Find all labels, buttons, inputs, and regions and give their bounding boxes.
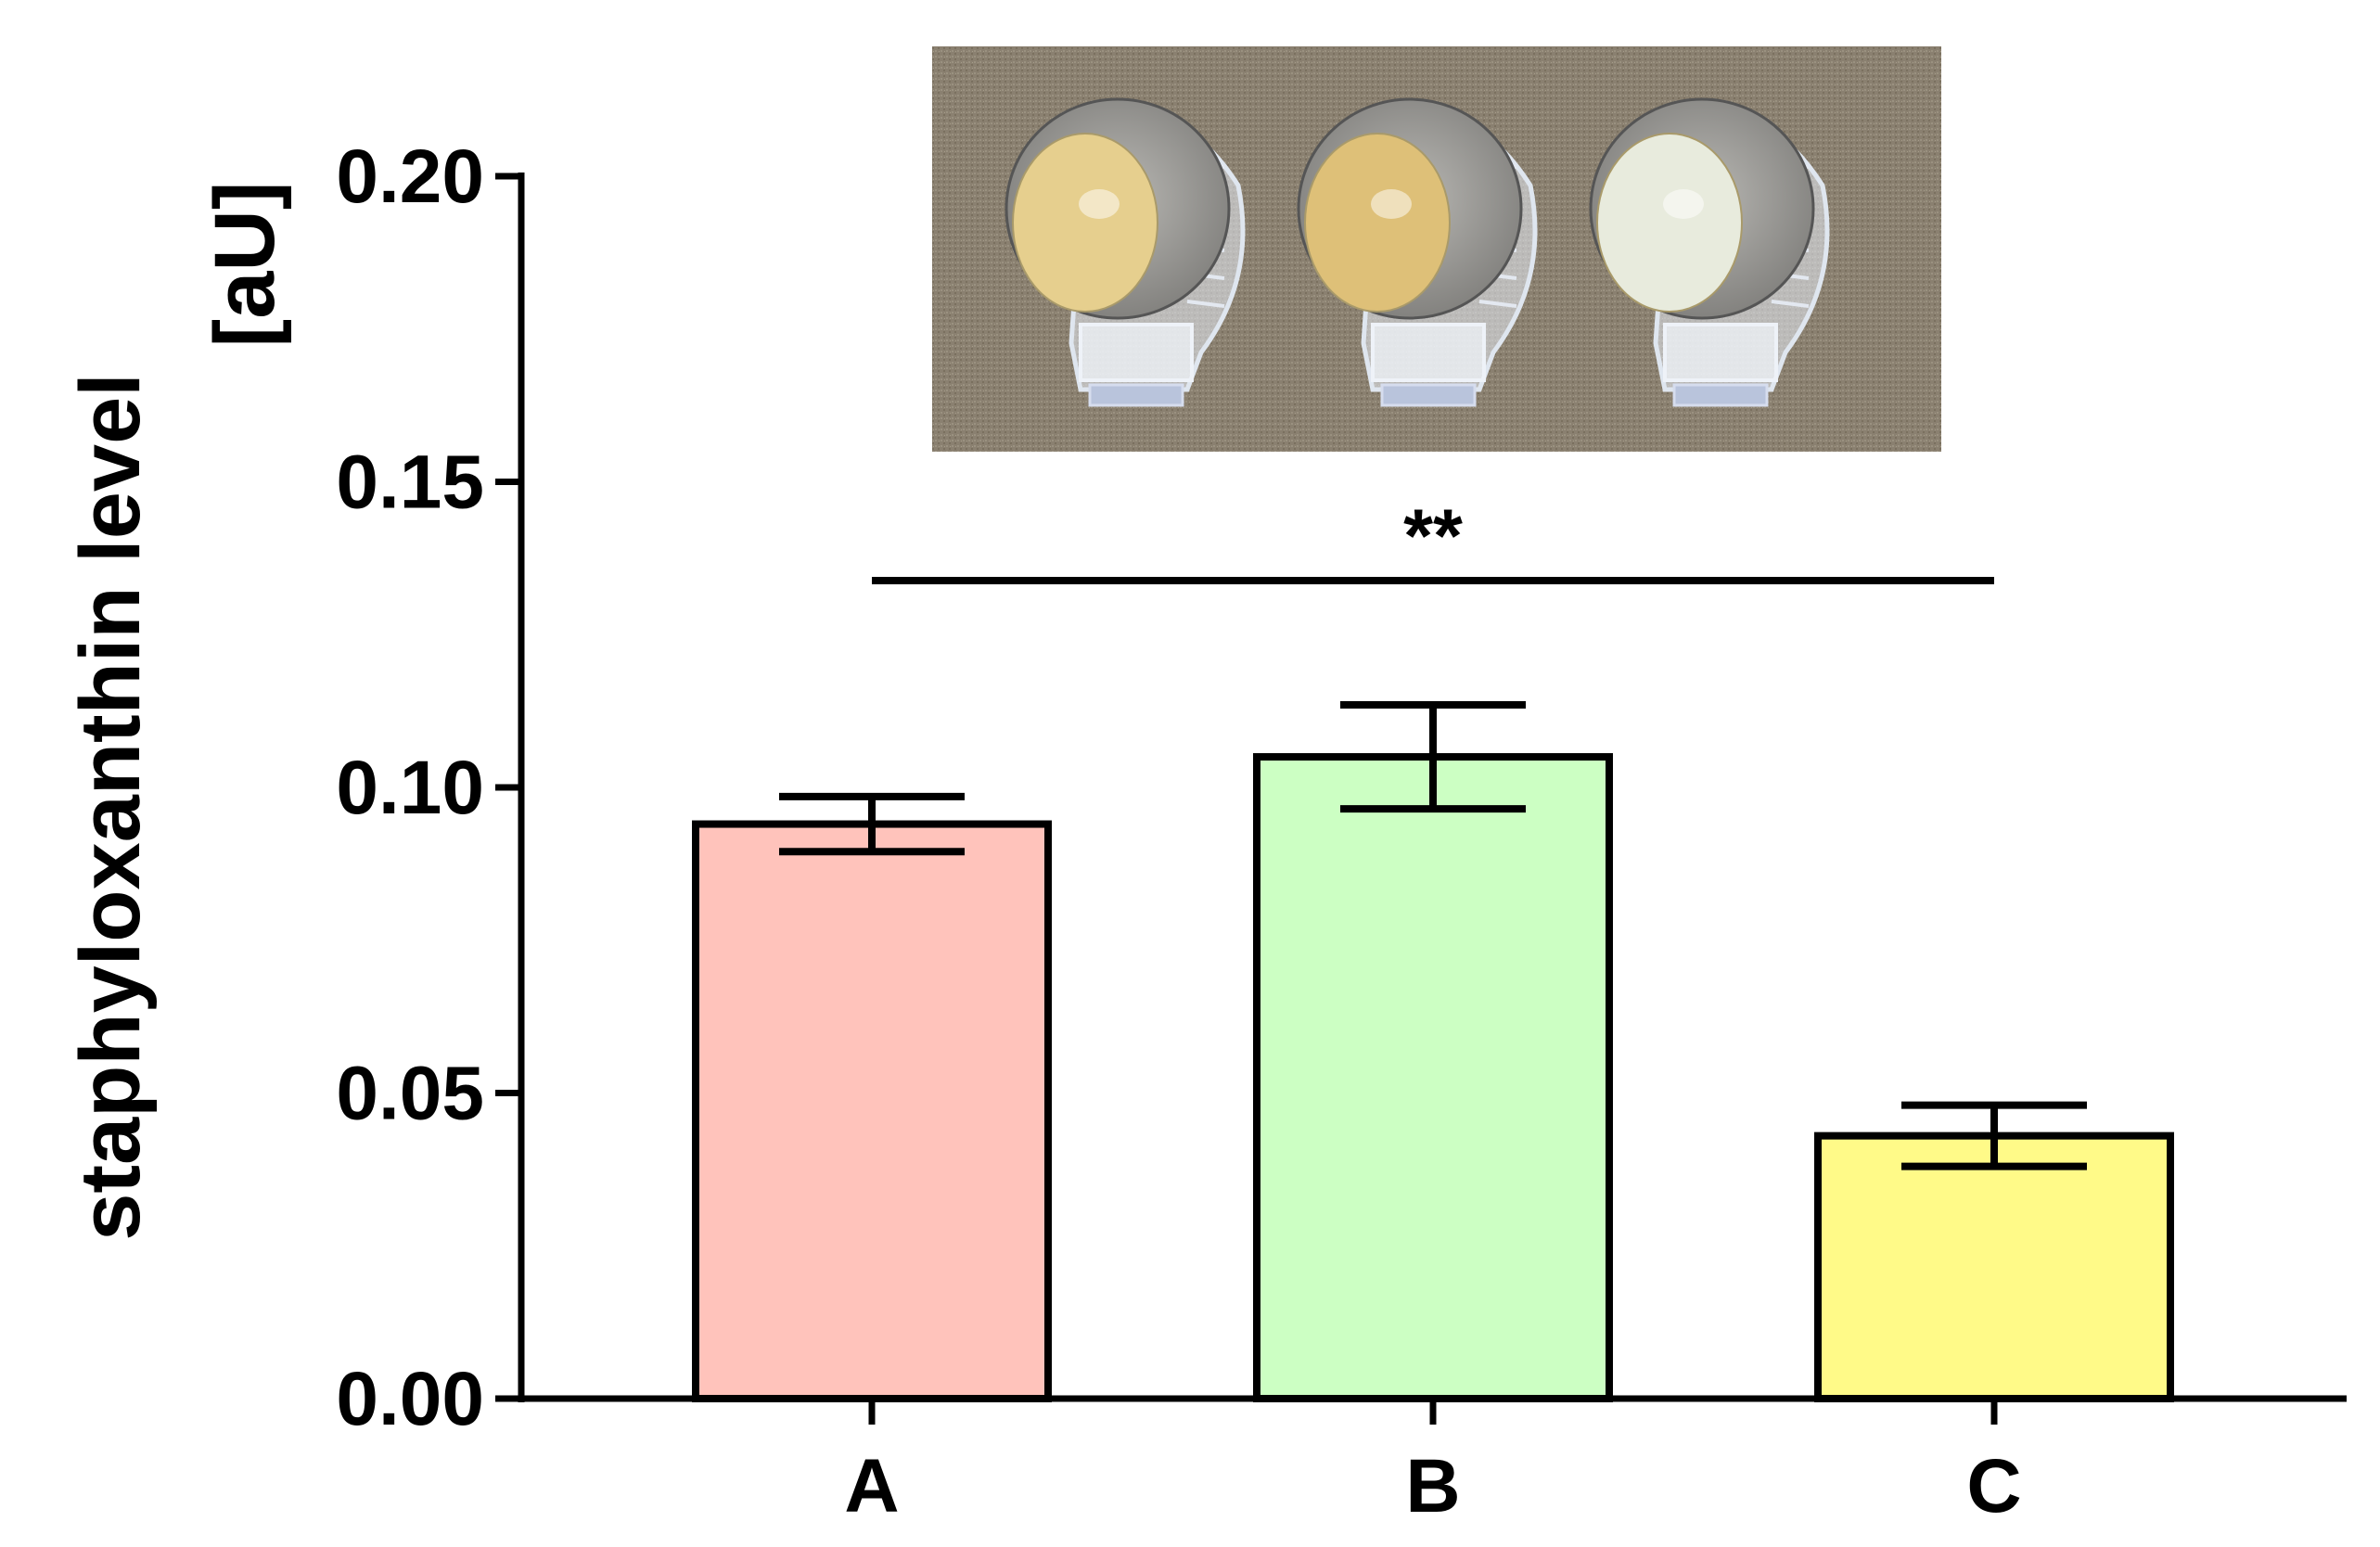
axes: 0.00 0.05 0.10 0.15 0.20 A B C	[336, 134, 2347, 1528]
significance-annotation: **	[872, 494, 1994, 584]
bar-A	[692, 820, 1052, 1402]
bars	[692, 701, 2174, 1402]
inset-photo	[932, 46, 1941, 452]
y-axis-label-line-1: staphyloxanthin level	[63, 373, 158, 1241]
bar-C	[1814, 1131, 2174, 1402]
y-axis-label: staphyloxanthin level [aU]	[63, 182, 292, 1241]
y-tick-label: 0.15	[336, 441, 484, 525]
y-tick-label: 0.10	[336, 746, 484, 830]
x-tick-label-B: B	[1405, 1444, 1460, 1528]
x-tick-label-A: A	[844, 1444, 899, 1528]
tube-3-icon	[1589, 97, 1830, 407]
y-axis-label-line-2: [aU]	[198, 182, 292, 348]
y-tick-label: 0.20	[336, 134, 484, 219]
y-tick-label: 0.00	[336, 1357, 484, 1441]
y-tick-label: 0.05	[336, 1052, 484, 1136]
tube-1-icon	[1004, 97, 1246, 407]
bar-B	[1253, 753, 1613, 1402]
x-tick-label-C: C	[1966, 1444, 2021, 1528]
tube-2-icon	[1297, 97, 1538, 407]
significance-label: **	[1403, 494, 1463, 579]
